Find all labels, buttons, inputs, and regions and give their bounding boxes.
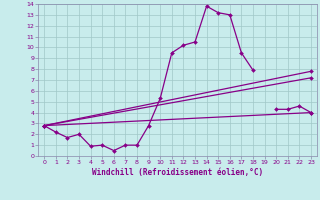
X-axis label: Windchill (Refroidissement éolien,°C): Windchill (Refroidissement éolien,°C) <box>92 168 263 177</box>
